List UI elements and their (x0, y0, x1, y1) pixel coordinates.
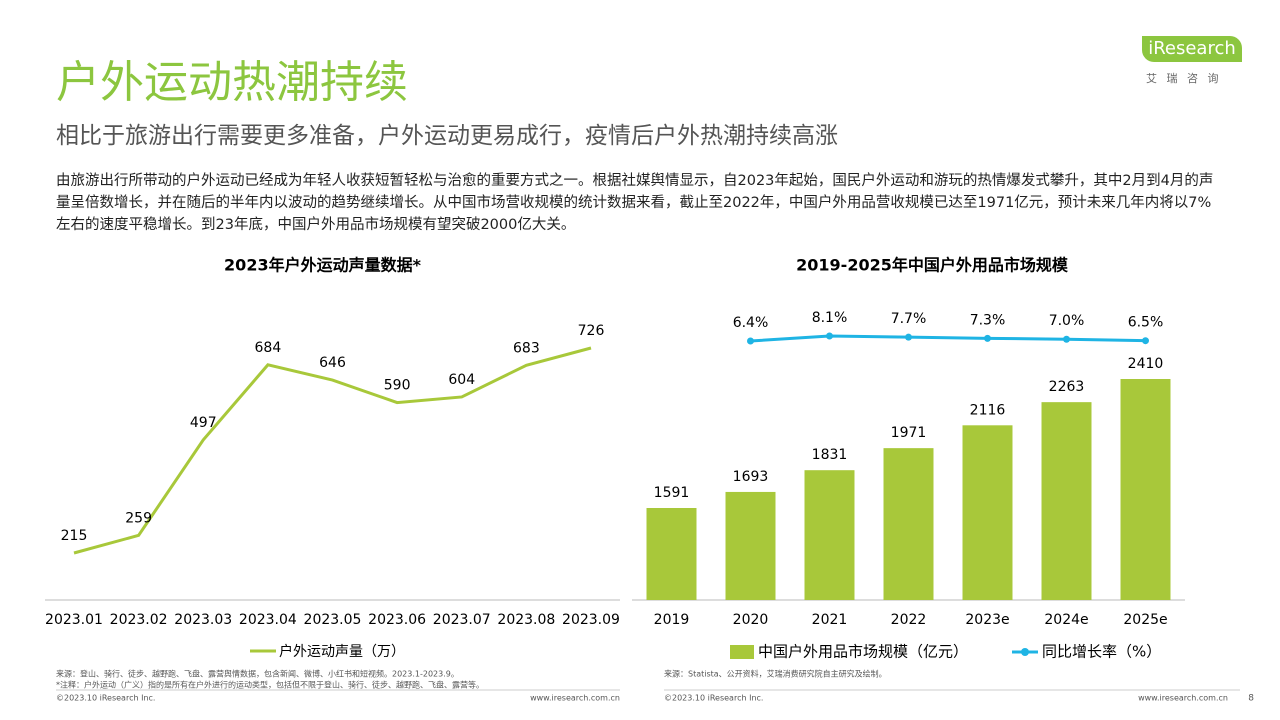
x-tick-label: 2023.07 (433, 612, 491, 628)
legend-label: 中国户外用品市场规模（亿元） (758, 643, 968, 661)
title: 户外运动热潮持续 (56, 57, 408, 108)
x-tick-label: 2023.09 (562, 612, 620, 628)
x-tick-label: 2023e (965, 612, 1009, 628)
data-label: 7.7% (891, 311, 927, 327)
copyright: ©2023.10 iResearch Inc. (56, 694, 155, 703)
chart-title: 2023年户外运动声量数据* (224, 256, 422, 275)
bar (646, 508, 697, 600)
copyright: ©2023.10 iResearch Inc. (664, 694, 763, 703)
legend-swatch (730, 645, 754, 659)
bar (1120, 379, 1171, 600)
data-label: 2410 (1128, 356, 1164, 372)
source: 来源：Statista、公开资料，艾瑞消费研究院自主研究及绘制。 (664, 669, 887, 679)
data-label: 8.1% (812, 310, 848, 326)
page-number: 8 (1248, 694, 1254, 704)
line (73, 346, 592, 555)
x-tick-label: 2024e (1044, 612, 1088, 628)
body-text: 由旅游出行所带动的户外运动已经成为年轻人收获短暂轻松与治愈的重要方式之一。根据社… (56, 173, 1214, 233)
line-point (1063, 335, 1070, 343)
data-label: 683 (513, 340, 540, 356)
line-point (747, 337, 754, 345)
x-tick-label: 2023.01 (45, 612, 103, 628)
data-label: 6.4% (733, 315, 769, 331)
x-tick-label: 2022 (891, 612, 927, 628)
data-label: 646 (319, 355, 346, 371)
x-tick-label: 2025e (1123, 612, 1167, 628)
data-label: 497 (190, 415, 217, 431)
data-label: 726 (578, 323, 605, 339)
data-label: 1591 (654, 485, 690, 501)
line (750, 334, 1146, 343)
x-tick-label: 2023.05 (304, 612, 362, 628)
bar (804, 470, 855, 600)
data-label: 7.0% (1049, 313, 1085, 329)
data-label: 1831 (812, 447, 848, 463)
data-label: 590 (384, 378, 411, 394)
legend-label: 同比增长率（%） (1042, 643, 1161, 661)
logo: iResearch (1142, 36, 1242, 62)
data-label: 6.5% (1128, 315, 1164, 331)
x-tick-label: 2023.02 (110, 612, 168, 628)
line-point (826, 332, 833, 340)
data-label: 7.3% (970, 312, 1006, 328)
bar (725, 491, 776, 600)
data-label: 2116 (970, 402, 1006, 418)
data-label: 259 (125, 510, 152, 526)
url: www.iresearch.com.cn (1138, 694, 1228, 703)
source: 来源：登山、骑行、徒步、越野跑、飞盘、露营舆情数据，包含新闻、微博、小红书和短视… (56, 669, 459, 679)
data-label: 1693 (733, 469, 769, 485)
chart-title: 2019-2025年中国户外用品市场规模 (796, 256, 1069, 275)
bar (962, 425, 1013, 600)
subtitle: 相比于旅游出行需要更多准备，户外运动更易成行，疫情后户外热潮持续高涨 (56, 123, 838, 149)
line-point (984, 334, 991, 342)
data-label: 1971 (891, 425, 927, 441)
legend-swatch-dot (1021, 648, 1029, 656)
logo-cn: 艾 瑞 咨 询 (1146, 72, 1222, 85)
bar (883, 448, 934, 600)
line-point (905, 333, 912, 341)
note: *注释：户外运动（广义）指的是所有在户外进行的运动类型，包括但不限于登山、骑行、… (56, 680, 484, 690)
x-tick-label: 2023.04 (239, 612, 297, 628)
data-label: 684 (255, 340, 282, 356)
legend-label: 户外运动声量（万） (279, 643, 405, 660)
bar (1041, 402, 1092, 600)
data-label: 215 (61, 528, 88, 544)
url: www.iresearch.com.cn (530, 694, 620, 703)
x-tick-label: 2020 (733, 612, 769, 628)
x-tick-label: 2021 (812, 612, 848, 628)
line-point (1142, 337, 1149, 345)
x-tick-label: 2023.06 (368, 612, 426, 628)
x-tick-label: 2023.03 (174, 612, 232, 628)
x-tick-label: 2023.08 (497, 612, 555, 628)
x-tick-label: 2019 (654, 612, 690, 628)
data-label: 604 (448, 372, 475, 388)
data-label: 2263 (1049, 379, 1085, 395)
